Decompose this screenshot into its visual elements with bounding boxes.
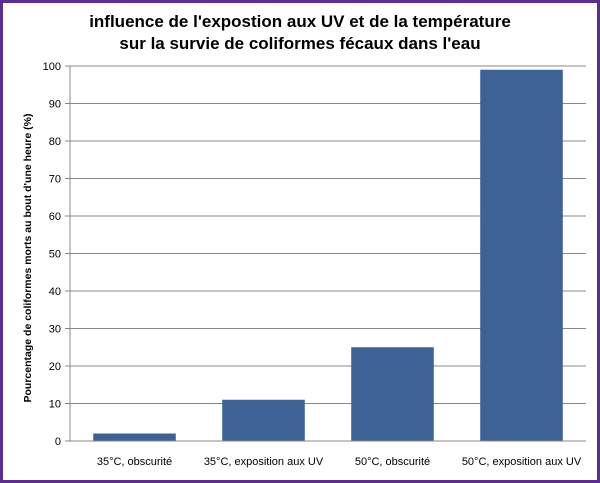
y-tick-label: 50 bbox=[49, 249, 61, 261]
plot-area: 0 10 20 30 40 50 60 70 80 90 100 35°C, obscurité 35°… bbox=[43, 61, 586, 468]
x-tick-label: 50°C, obscurité bbox=[355, 456, 430, 468]
y-tick-label: 10 bbox=[49, 399, 61, 411]
y-tick-label: 90 bbox=[49, 99, 61, 111]
y-tick-label: 100 bbox=[43, 61, 61, 73]
x-tick-label: 35°C, obscurité bbox=[97, 456, 172, 468]
y-tick-label: 0 bbox=[55, 436, 61, 448]
chart-title: influence de l'expostion aux UV et de la… bbox=[3, 11, 597, 55]
bar bbox=[351, 347, 434, 441]
bar bbox=[93, 433, 176, 441]
y-tick-label: 80 bbox=[49, 136, 61, 148]
chart-title-line-1: influence de l'expostion aux UV et de la… bbox=[89, 12, 511, 31]
bar bbox=[480, 69, 563, 441]
y-tick-label: 30 bbox=[49, 324, 61, 336]
x-tick-label: 50°C, exposition aux UV bbox=[462, 456, 582, 468]
y-tick-label: 60 bbox=[49, 211, 61, 223]
x-tick-label: 35°C, exposition aux UV bbox=[204, 456, 324, 468]
y-tick-label: 40 bbox=[49, 286, 61, 298]
y-tick-label: 20 bbox=[49, 361, 61, 373]
bar bbox=[222, 399, 305, 441]
y-tick-label: 70 bbox=[49, 174, 61, 186]
chart-title-line-2: sur la survie de coliformes fécaux dans … bbox=[119, 34, 481, 53]
